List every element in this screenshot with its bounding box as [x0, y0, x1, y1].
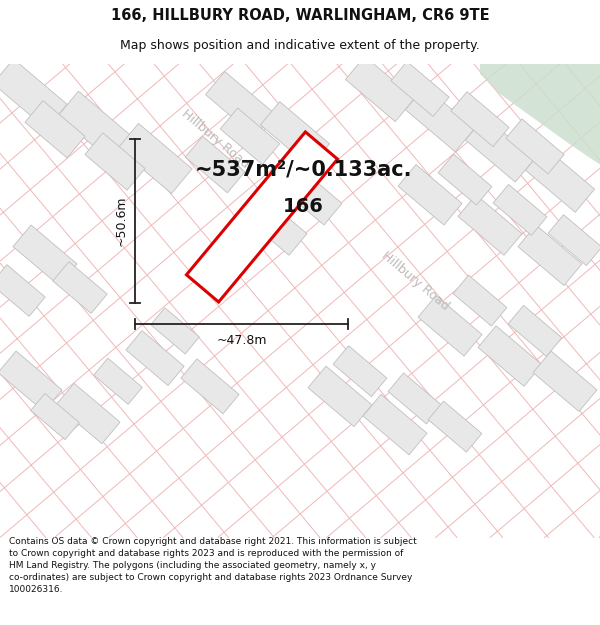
Text: Hillbury Road: Hillbury Road — [379, 249, 451, 312]
Polygon shape — [0, 265, 45, 316]
Text: 166, HILLBURY ROAD, WARLINGHAM, CR6 9TE: 166, HILLBURY ROAD, WARLINGHAM, CR6 9TE — [110, 8, 490, 23]
Polygon shape — [346, 56, 415, 122]
Polygon shape — [363, 394, 427, 455]
Polygon shape — [118, 124, 192, 194]
Polygon shape — [533, 351, 597, 411]
Text: Hillbury Road: Hillbury Road — [179, 107, 251, 171]
Polygon shape — [478, 326, 542, 386]
Text: ~47.8m: ~47.8m — [216, 334, 267, 348]
Polygon shape — [151, 308, 199, 354]
Polygon shape — [506, 119, 564, 174]
Polygon shape — [260, 102, 329, 167]
Polygon shape — [85, 133, 145, 190]
Polygon shape — [181, 359, 239, 414]
Polygon shape — [0, 59, 67, 129]
Polygon shape — [418, 296, 482, 356]
Polygon shape — [518, 225, 582, 286]
Polygon shape — [388, 373, 442, 424]
Polygon shape — [31, 394, 79, 439]
Polygon shape — [243, 195, 307, 255]
Polygon shape — [278, 164, 342, 225]
Polygon shape — [333, 346, 387, 397]
Polygon shape — [438, 154, 492, 205]
Polygon shape — [25, 101, 85, 158]
Polygon shape — [0, 351, 62, 411]
Polygon shape — [458, 195, 522, 255]
Polygon shape — [220, 108, 280, 164]
Polygon shape — [526, 147, 595, 213]
Polygon shape — [508, 306, 562, 356]
Polygon shape — [428, 401, 482, 452]
Polygon shape — [466, 117, 535, 182]
Text: 166: 166 — [283, 198, 323, 216]
Polygon shape — [94, 358, 142, 404]
Polygon shape — [308, 366, 372, 427]
Text: ~50.6m: ~50.6m — [115, 196, 128, 246]
Polygon shape — [548, 214, 600, 266]
Polygon shape — [53, 262, 107, 313]
Polygon shape — [13, 225, 77, 286]
Polygon shape — [391, 61, 449, 116]
Polygon shape — [480, 64, 600, 164]
Polygon shape — [205, 71, 275, 137]
Polygon shape — [453, 275, 507, 326]
Polygon shape — [187, 132, 338, 302]
Polygon shape — [451, 92, 509, 147]
Polygon shape — [398, 164, 462, 225]
Polygon shape — [406, 86, 475, 152]
Polygon shape — [56, 383, 120, 444]
Polygon shape — [58, 91, 132, 161]
Text: ~537m²/~0.133ac.: ~537m²/~0.133ac. — [195, 159, 413, 179]
Polygon shape — [493, 184, 547, 236]
Polygon shape — [126, 331, 184, 386]
Text: Map shows position and indicative extent of the property.: Map shows position and indicative extent… — [120, 39, 480, 52]
Text: Contains OS data © Crown copyright and database right 2021. This information is : Contains OS data © Crown copyright and d… — [9, 538, 417, 594]
Polygon shape — [185, 136, 245, 192]
